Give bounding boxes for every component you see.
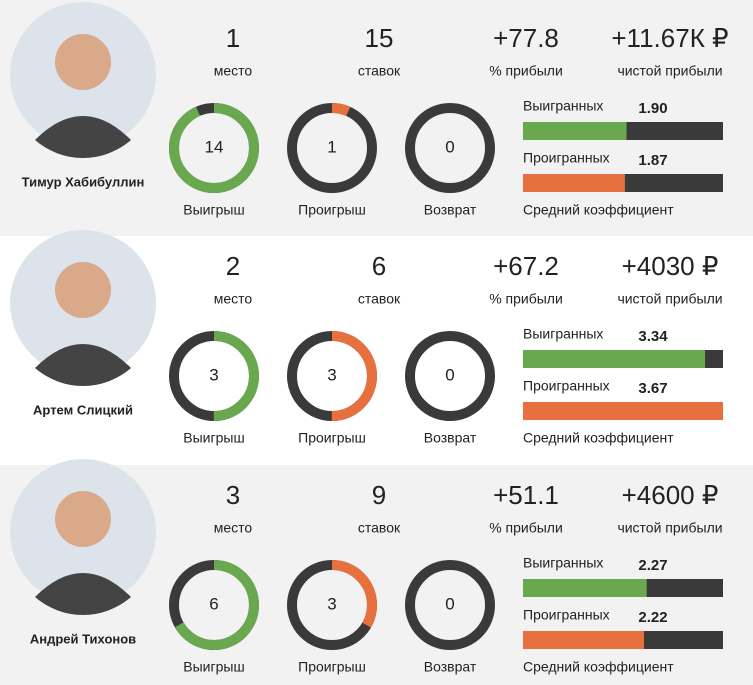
stat-value: 3 bbox=[226, 480, 240, 510]
stat-label: чистой прибыли bbox=[617, 520, 722, 536]
stat-value: +4030 ₽ bbox=[622, 251, 719, 281]
stat-value: 9 bbox=[372, 480, 386, 510]
stat-label: % прибыли bbox=[489, 291, 563, 307]
coef-bar bbox=[523, 350, 706, 368]
donut-track bbox=[405, 560, 495, 650]
donut-value: 3 bbox=[327, 594, 336, 613]
stat-value: 1 bbox=[226, 23, 240, 53]
stat-label: ставок bbox=[358, 63, 401, 79]
donut-label: Проигрыш bbox=[298, 659, 366, 675]
donut-arc bbox=[169, 331, 259, 421]
coef-value: 3.67 bbox=[638, 380, 667, 397]
coef-bar bbox=[523, 579, 647, 597]
coef-caption: Средний коэффициент bbox=[523, 659, 674, 675]
donut-value: 3 bbox=[209, 365, 218, 384]
coef-value: 2.22 bbox=[638, 609, 667, 626]
donut-label: Возврат bbox=[424, 430, 477, 446]
coef-value: 1.87 bbox=[638, 152, 667, 169]
coef-label: Выигранных bbox=[523, 326, 603, 342]
donut-label: Выигрыш bbox=[183, 430, 244, 446]
stat-label: % прибыли bbox=[489, 520, 563, 536]
donut-value: 6 bbox=[209, 594, 218, 613]
avatar-body bbox=[35, 116, 131, 158]
donut-label: Выигрыш bbox=[183, 202, 244, 218]
coef-label: Выигранных bbox=[523, 98, 603, 114]
avatar-head bbox=[55, 262, 111, 318]
player-name: Андрей Тихонов bbox=[30, 631, 136, 646]
coef-value: 3.34 bbox=[638, 328, 668, 345]
avatar-head bbox=[55, 34, 111, 90]
player-name: Тимур Хабибуллин bbox=[22, 174, 145, 189]
donut-label: Возврат bbox=[424, 202, 477, 218]
coef-label: Проигранных bbox=[523, 150, 610, 166]
donut-value: 3 bbox=[327, 365, 336, 384]
coef-label: Проигранных bbox=[523, 378, 610, 394]
stat-value: +51.1 bbox=[493, 480, 559, 510]
avatar-body bbox=[35, 573, 131, 615]
stat-value: +77.8 bbox=[493, 23, 559, 53]
stat-label: ставок bbox=[358, 291, 401, 307]
donut-track bbox=[405, 331, 495, 421]
donut-value: 0 bbox=[445, 365, 454, 384]
donut-label: Проигрыш bbox=[298, 430, 366, 446]
donut-arc bbox=[169, 560, 259, 650]
coef-label: Выигранных bbox=[523, 555, 603, 571]
donut-value: 1 bbox=[327, 137, 336, 156]
coef-caption: Средний коэффициент bbox=[523, 430, 674, 446]
donut-label: Проигрыш bbox=[298, 202, 366, 218]
stat-value: +4600 ₽ bbox=[622, 480, 719, 510]
avatar-body bbox=[35, 344, 131, 386]
donut-label: Возврат bbox=[424, 659, 477, 675]
coef-label: Проигранных bbox=[523, 607, 610, 623]
stat-value: 15 bbox=[365, 23, 394, 53]
coef-bar bbox=[523, 174, 625, 192]
stat-label: место bbox=[214, 291, 253, 307]
coef-value: 2.27 bbox=[638, 557, 667, 574]
coef-bar bbox=[523, 122, 627, 140]
stat-value: 2 bbox=[226, 251, 240, 281]
donut-label: Выигрыш bbox=[183, 659, 244, 675]
stat-label: чистой прибыли bbox=[617, 63, 722, 79]
stat-value: +11.67К ₽ bbox=[611, 23, 728, 53]
player-name: Артем Слицкий bbox=[33, 402, 133, 417]
coef-bar bbox=[523, 402, 723, 420]
donut-value: 0 bbox=[445, 594, 454, 613]
donut-value: 14 bbox=[205, 137, 224, 156]
stat-value: +67.2 bbox=[493, 251, 559, 281]
donut-arc bbox=[169, 103, 259, 193]
stat-label: ставок bbox=[358, 520, 401, 536]
stat-label: место bbox=[214, 520, 253, 536]
stat-label: место bbox=[214, 63, 253, 79]
donut-arc bbox=[287, 331, 377, 421]
coef-caption: Средний коэффициент bbox=[523, 202, 674, 218]
coef-value: 1.90 bbox=[638, 100, 667, 117]
stat-label: чистой прибыли bbox=[617, 291, 722, 307]
donut-value: 0 bbox=[445, 137, 454, 156]
donut-track bbox=[405, 103, 495, 193]
donut-arc bbox=[287, 560, 377, 650]
avatar-head bbox=[55, 491, 111, 547]
coef-bar bbox=[523, 631, 644, 649]
donut-arc bbox=[287, 103, 377, 193]
stat-value: 6 bbox=[372, 251, 386, 281]
stat-label: % прибыли bbox=[489, 63, 563, 79]
